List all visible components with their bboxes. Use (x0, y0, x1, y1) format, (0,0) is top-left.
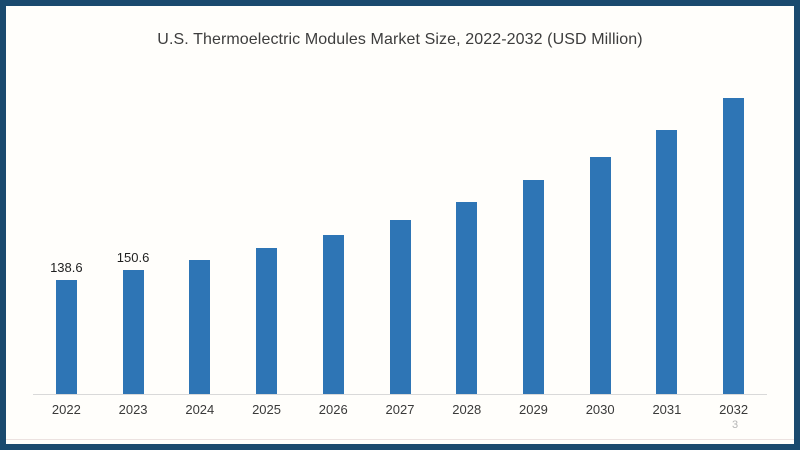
bar-2023 (122, 270, 144, 394)
bar-2029 (522, 180, 544, 394)
bar-2027 (389, 219, 411, 394)
bar-2025 (256, 248, 278, 394)
x-tick-2032: 2032 (719, 402, 749, 417)
bar-value-label-2023: 150.6 (116, 250, 150, 266)
bar-value-label-2022: 138.6 (50, 260, 83, 276)
bar-2026 (322, 234, 344, 394)
page-number: 3 (731, 419, 739, 431)
x-axis-line (33, 394, 767, 395)
x-tick-2028: 2028 (452, 402, 482, 417)
x-tick-2023: 2023 (118, 402, 148, 417)
x-tick-2025: 2025 (252, 402, 281, 417)
x-tick-2031: 2031 (652, 402, 682, 417)
chart-title: U.S. Thermoelectric Modules Market Size,… (157, 31, 643, 48)
bar-2028 (456, 201, 478, 394)
x-tick-2027: 2027 (385, 402, 415, 417)
bar-2022 (55, 280, 77, 394)
x-tick-2030: 2030 (585, 402, 615, 417)
bar-2030 (589, 157, 611, 394)
bar-2031 (656, 129, 678, 394)
x-tick-2024: 2024 (185, 402, 215, 417)
bottom-divider-line (6, 439, 794, 440)
bar-2032 (723, 98, 745, 394)
x-tick-2026: 2026 (318, 402, 348, 417)
bar-2024 (189, 259, 211, 394)
x-tick-2022: 2022 (51, 402, 81, 417)
plot-area: 138.6 2022 150.6 2023 2024 2025 2026 2027 2028 20… (6, 6, 794, 444)
x-tick-2029: 2029 (518, 402, 548, 417)
